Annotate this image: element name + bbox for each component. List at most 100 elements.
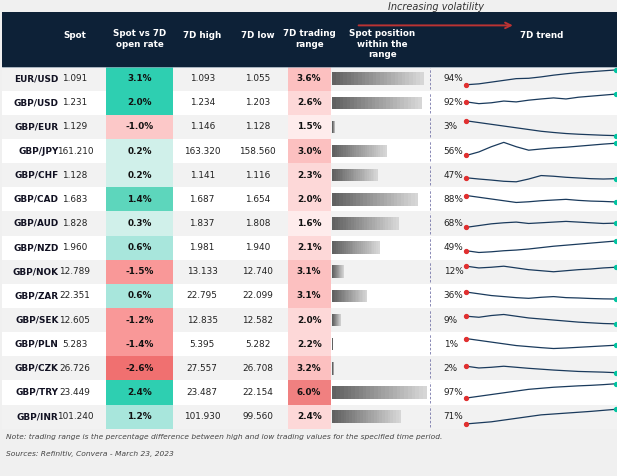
Bar xyxy=(384,72,387,85)
Bar xyxy=(339,145,341,158)
Bar xyxy=(385,217,388,230)
Bar xyxy=(288,405,331,429)
Bar xyxy=(356,289,358,302)
Text: GBP/USD: GBP/USD xyxy=(14,98,59,107)
Bar xyxy=(412,19,416,31)
Bar xyxy=(380,72,384,85)
Bar xyxy=(350,169,352,181)
Bar xyxy=(335,217,337,230)
Text: 1.654: 1.654 xyxy=(245,195,270,204)
Bar xyxy=(419,386,423,399)
Bar xyxy=(288,308,331,332)
Bar xyxy=(362,217,364,230)
Text: 12.740: 12.740 xyxy=(242,267,273,276)
Bar xyxy=(436,19,440,31)
Bar xyxy=(383,97,386,109)
Bar xyxy=(354,169,356,181)
Bar xyxy=(448,19,452,31)
Bar xyxy=(354,217,356,230)
Bar xyxy=(393,97,397,109)
Bar xyxy=(364,19,368,31)
Bar xyxy=(334,169,336,181)
Bar xyxy=(376,145,378,158)
Bar xyxy=(380,217,383,230)
Text: 36%: 36% xyxy=(444,291,463,300)
Bar xyxy=(362,72,365,85)
Bar xyxy=(358,72,362,85)
Bar xyxy=(376,169,378,181)
Bar xyxy=(368,97,372,109)
Text: 1.837: 1.837 xyxy=(189,219,215,228)
Text: GBP/CZK: GBP/CZK xyxy=(15,364,59,373)
Bar xyxy=(368,241,371,254)
Bar xyxy=(380,193,384,206)
Bar xyxy=(288,211,331,236)
Bar xyxy=(389,386,393,399)
Bar xyxy=(341,145,343,158)
Text: 3.0%: 3.0% xyxy=(297,147,321,156)
Text: EUR/USD: EUR/USD xyxy=(14,74,59,83)
Bar xyxy=(333,289,334,302)
Bar xyxy=(400,386,404,399)
Text: GBP/SEK: GBP/SEK xyxy=(15,316,59,325)
Bar xyxy=(354,97,357,109)
Bar xyxy=(354,145,357,158)
Text: 3.6%: 3.6% xyxy=(297,74,321,83)
Bar xyxy=(350,97,354,109)
Bar xyxy=(366,386,370,399)
Text: -2.6%: -2.6% xyxy=(125,364,154,373)
Text: 7D trend: 7D trend xyxy=(520,31,563,40)
Bar xyxy=(384,145,387,158)
Text: 5.395: 5.395 xyxy=(189,340,215,349)
Bar xyxy=(358,289,359,302)
Text: 2.4%: 2.4% xyxy=(127,388,152,397)
Text: GBP/CHF: GBP/CHF xyxy=(14,171,59,180)
Bar xyxy=(420,19,424,31)
Bar xyxy=(368,19,372,31)
Bar xyxy=(476,19,479,31)
Bar xyxy=(391,193,394,206)
Text: 56%: 56% xyxy=(444,147,463,156)
Bar xyxy=(337,289,338,302)
Bar xyxy=(412,386,415,399)
Text: -1.0%: -1.0% xyxy=(125,122,154,131)
Text: 1.6%: 1.6% xyxy=(297,219,321,228)
Text: 99.560: 99.560 xyxy=(242,412,273,421)
Bar xyxy=(386,97,390,109)
Bar xyxy=(452,19,456,31)
Bar xyxy=(405,72,409,85)
Bar xyxy=(492,19,495,31)
Text: 1.234: 1.234 xyxy=(189,98,215,107)
Text: GBP/AUD: GBP/AUD xyxy=(13,219,59,228)
Text: -1.5%: -1.5% xyxy=(125,267,154,276)
Bar xyxy=(106,91,173,115)
Bar xyxy=(344,169,346,181)
Bar xyxy=(362,169,363,181)
Bar xyxy=(370,386,374,399)
Text: 1.4%: 1.4% xyxy=(127,195,152,204)
Bar xyxy=(388,217,391,230)
Bar xyxy=(2,115,617,139)
Bar xyxy=(364,217,367,230)
Bar xyxy=(106,405,173,429)
Bar xyxy=(2,163,617,187)
Bar xyxy=(341,289,342,302)
Bar xyxy=(371,241,373,254)
Bar xyxy=(464,19,468,31)
Bar xyxy=(408,386,412,399)
Text: 2.6%: 2.6% xyxy=(297,98,321,107)
Bar xyxy=(338,241,340,254)
Text: 2.4%: 2.4% xyxy=(297,412,321,421)
Bar xyxy=(344,289,345,302)
Bar xyxy=(484,19,487,31)
Bar xyxy=(404,193,408,206)
Bar xyxy=(2,236,617,260)
Bar xyxy=(342,241,344,254)
Bar xyxy=(288,163,331,187)
Text: Spot position
within the
range: Spot position within the range xyxy=(349,29,415,60)
Bar xyxy=(106,380,173,405)
Text: GBP/EUR: GBP/EUR xyxy=(14,122,59,131)
Bar xyxy=(367,217,370,230)
Bar xyxy=(337,145,339,158)
Bar xyxy=(373,241,375,254)
